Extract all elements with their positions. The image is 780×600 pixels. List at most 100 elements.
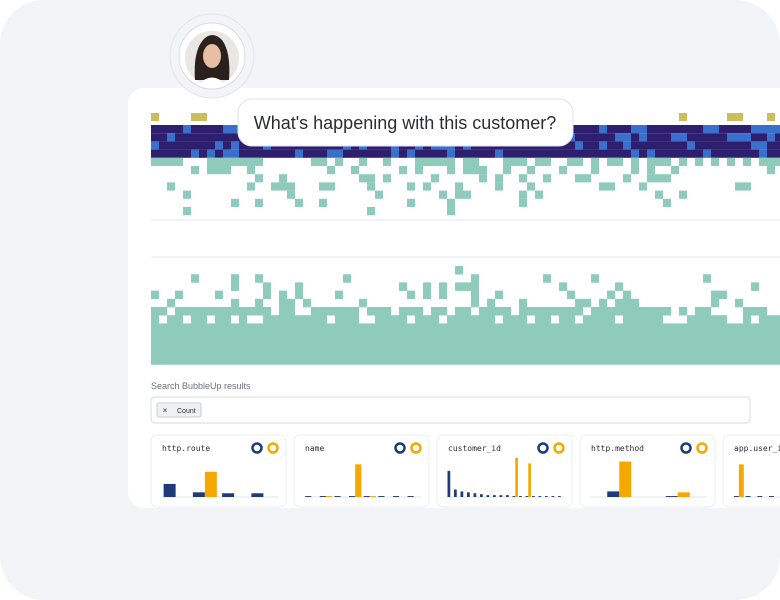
heat-cell bbox=[471, 290, 479, 300]
heat-cell bbox=[583, 348, 591, 357]
heat-cell bbox=[511, 157, 519, 166]
heat-cell bbox=[279, 339, 287, 349]
heat-cell bbox=[591, 307, 599, 316]
heat-cell bbox=[671, 331, 679, 341]
heat-cell bbox=[655, 133, 663, 142]
heat-cell bbox=[231, 149, 239, 158]
heat-cell bbox=[375, 149, 383, 158]
heat-cell bbox=[575, 149, 583, 158]
heat-cell bbox=[215, 290, 223, 300]
heat-cell bbox=[471, 323, 479, 332]
attribute-card[interactable]: http.method bbox=[579, 434, 716, 508]
heat-cell bbox=[375, 323, 383, 332]
heat-cell bbox=[319, 198, 327, 207]
heat-cell bbox=[679, 133, 687, 142]
heat-cell bbox=[223, 125, 231, 134]
attribute-card[interactable]: app.user_id bbox=[722, 434, 780, 508]
heat-cell bbox=[775, 133, 780, 142]
selection-bar bbox=[619, 461, 632, 497]
heat-cell bbox=[663, 141, 671, 150]
heat-cell bbox=[583, 149, 591, 158]
heat-cell bbox=[319, 339, 327, 349]
heat-cell bbox=[431, 323, 439, 332]
heat-cell bbox=[775, 331, 780, 341]
chip[interactable] bbox=[156, 402, 202, 418]
heat-cell bbox=[615, 298, 623, 308]
heat-cell bbox=[615, 149, 623, 158]
heat-cell bbox=[615, 339, 623, 349]
heat-cell bbox=[719, 133, 727, 142]
heat-cell bbox=[367, 174, 375, 183]
heat-cell bbox=[687, 339, 695, 349]
heat-cell bbox=[455, 356, 463, 365]
heat-cell bbox=[727, 356, 735, 365]
baseline-bar bbox=[733, 496, 739, 497]
heat-cell bbox=[231, 323, 239, 332]
heat-cell bbox=[463, 149, 471, 158]
heat-cell bbox=[231, 298, 239, 308]
heat-cell bbox=[159, 133, 167, 142]
heat-cell bbox=[711, 141, 719, 150]
heat-cell bbox=[647, 133, 655, 142]
heat-cell bbox=[223, 315, 231, 324]
heat-cell bbox=[743, 331, 751, 341]
heat-cell bbox=[743, 133, 751, 142]
heat-cell bbox=[655, 315, 663, 324]
heat-cell bbox=[287, 348, 295, 357]
heat-cell bbox=[303, 315, 311, 324]
heat-cell bbox=[455, 331, 463, 341]
heat-cell bbox=[519, 190, 527, 199]
baseline-bar bbox=[545, 496, 548, 497]
baseline-bar bbox=[447, 470, 451, 497]
heat-cell bbox=[767, 348, 775, 357]
heat-cell bbox=[655, 348, 663, 357]
search-input[interactable] bbox=[150, 396, 751, 424]
heat-cell bbox=[583, 323, 591, 332]
heat-cell bbox=[295, 339, 303, 349]
heat-cell bbox=[695, 323, 703, 332]
heat-cell bbox=[623, 323, 631, 332]
heat-cell bbox=[647, 331, 655, 341]
heat-cell bbox=[759, 339, 767, 349]
attribute-card[interactable]: http.route bbox=[150, 434, 287, 508]
baseline-bar bbox=[551, 496, 555, 497]
heat-cell bbox=[503, 356, 511, 365]
heat-cell bbox=[191, 356, 199, 365]
heat-cell bbox=[607, 133, 615, 142]
heat-cell bbox=[527, 339, 535, 349]
heat-cell bbox=[759, 348, 767, 357]
heat-cell bbox=[447, 198, 455, 207]
heat-cell bbox=[471, 282, 479, 291]
heat-cell bbox=[639, 125, 647, 134]
heat-cell bbox=[183, 149, 191, 158]
heat-cell bbox=[271, 331, 279, 341]
heat-cell bbox=[583, 315, 591, 324]
heat-cell bbox=[463, 323, 471, 332]
heat-cell bbox=[663, 149, 671, 158]
heat-cell bbox=[527, 182, 535, 191]
heat-cell bbox=[159, 307, 167, 316]
heat-cell bbox=[279, 149, 287, 158]
heat-cell bbox=[351, 149, 359, 158]
heat-cell bbox=[247, 348, 255, 357]
baseline-bar bbox=[392, 496, 400, 497]
heat-cell bbox=[775, 323, 780, 332]
heat-cell bbox=[751, 282, 759, 291]
heat-cell bbox=[695, 339, 703, 349]
heat-cell bbox=[183, 141, 191, 150]
heat-cell bbox=[671, 133, 679, 142]
heat-cell bbox=[663, 125, 671, 134]
heat-cell bbox=[287, 315, 295, 324]
heat-cell bbox=[743, 182, 751, 191]
card-bg bbox=[579, 434, 716, 508]
heat-cell bbox=[151, 348, 159, 357]
attribute-card[interactable]: name bbox=[293, 434, 430, 508]
attribute-card[interactable]: customer_id bbox=[436, 434, 573, 508]
heat-cell bbox=[279, 331, 287, 341]
heat-cell bbox=[735, 182, 743, 191]
heat-cell bbox=[479, 339, 487, 349]
chip-close[interactable]: × bbox=[163, 406, 168, 415]
heat-cell bbox=[247, 307, 255, 316]
heat-cell bbox=[599, 339, 607, 349]
heat-cell bbox=[199, 307, 207, 316]
